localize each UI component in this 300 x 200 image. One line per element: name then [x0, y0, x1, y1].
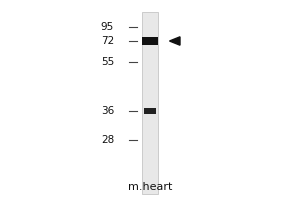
Bar	[142, 12, 158, 194]
Text: 95: 95	[101, 22, 114, 32]
Text: 28: 28	[101, 135, 114, 145]
Bar	[142, 37, 158, 45]
Text: 55: 55	[101, 57, 114, 67]
Text: m.heart: m.heart	[128, 182, 172, 192]
Text: 72: 72	[101, 36, 114, 46]
Polygon shape	[169, 37, 180, 45]
Bar	[144, 108, 156, 114]
Text: 36: 36	[101, 106, 114, 116]
